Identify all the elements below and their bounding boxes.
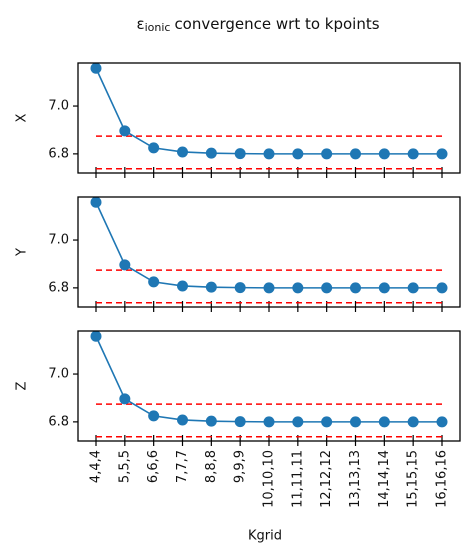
data-point <box>177 414 188 426</box>
data-point <box>90 196 102 208</box>
data-point <box>321 282 333 294</box>
data-point <box>148 142 160 154</box>
data-point <box>321 148 333 160</box>
title-text: convergence wrt to kpoints <box>174 15 379 33</box>
y-tick-label: 6.8 <box>48 280 69 295</box>
data-point <box>378 148 390 160</box>
data-point <box>407 148 419 160</box>
data-point <box>90 62 102 74</box>
data-point <box>119 125 131 137</box>
x-tick-label: 13,13,13 <box>348 450 363 508</box>
data-point <box>205 147 217 159</box>
y-tick-label: 7.0 <box>48 99 69 114</box>
y-axis-label: X <box>15 113 30 122</box>
data-point <box>263 148 275 160</box>
data-point <box>263 416 275 428</box>
data-point <box>90 330 102 342</box>
data-line <box>95 335 442 423</box>
data-point <box>350 148 361 160</box>
data-point <box>148 410 160 422</box>
x-tick-label: 4,4,4 <box>89 450 104 483</box>
y-axis-label: Y <box>15 248 30 257</box>
x-tick-label: 14,14,14 <box>377 450 392 508</box>
data-point <box>205 415 217 427</box>
y-tick-label: 6.8 <box>48 146 69 161</box>
y-tick-label: 7.0 <box>48 367 69 382</box>
data-point <box>436 282 448 294</box>
chart-title: εionic convergence wrt to kpoints <box>136 15 379 35</box>
data-point <box>292 282 304 294</box>
data-point <box>350 416 361 428</box>
data-point <box>263 282 275 294</box>
data-point <box>205 281 217 293</box>
title-symbol: ε <box>136 15 144 33</box>
data-line <box>95 67 442 155</box>
data-point <box>234 416 246 428</box>
data-point <box>436 416 448 428</box>
data-line <box>95 201 442 289</box>
y-axis-label: Z <box>15 381 30 390</box>
data-point <box>407 416 419 428</box>
plot-frame <box>77 330 461 442</box>
x-tick-label: 7,7,7 <box>175 450 190 483</box>
x-tick-label: 16,16,16 <box>435 450 450 508</box>
data-point <box>148 276 160 288</box>
data-point <box>292 416 304 428</box>
x-tick-label: 8,8,8 <box>204 450 219 483</box>
x-tick-label: 6,6,6 <box>146 450 161 483</box>
y-tick-label: 7.0 <box>48 233 69 248</box>
data-point <box>436 148 448 160</box>
data-point <box>378 282 390 294</box>
data-point <box>234 282 246 294</box>
data-point <box>407 282 419 294</box>
x-tick-label: 15,15,15 <box>406 450 421 508</box>
data-point <box>177 280 188 292</box>
x-tick-label: 12,12,12 <box>319 450 334 508</box>
data-point <box>321 416 333 428</box>
data-point <box>119 393 131 405</box>
x-tick-label: 9,9,9 <box>233 450 248 483</box>
data-point <box>177 146 188 158</box>
x-axis-label: Kgrid <box>248 529 282 544</box>
plot-frame <box>77 196 461 308</box>
data-point <box>234 148 246 160</box>
data-point <box>378 416 390 428</box>
data-point <box>119 259 131 271</box>
x-tick-label: 10,10,10 <box>262 450 277 508</box>
plot-frame <box>77 62 461 174</box>
data-point <box>292 148 304 160</box>
data-point <box>350 282 361 294</box>
x-tick-label: 5,5,5 <box>117 450 132 483</box>
x-tick-label: 11,11,11 <box>290 450 305 508</box>
y-tick-label: 6.8 <box>48 414 69 429</box>
title-subscript: ionic <box>145 21 171 34</box>
